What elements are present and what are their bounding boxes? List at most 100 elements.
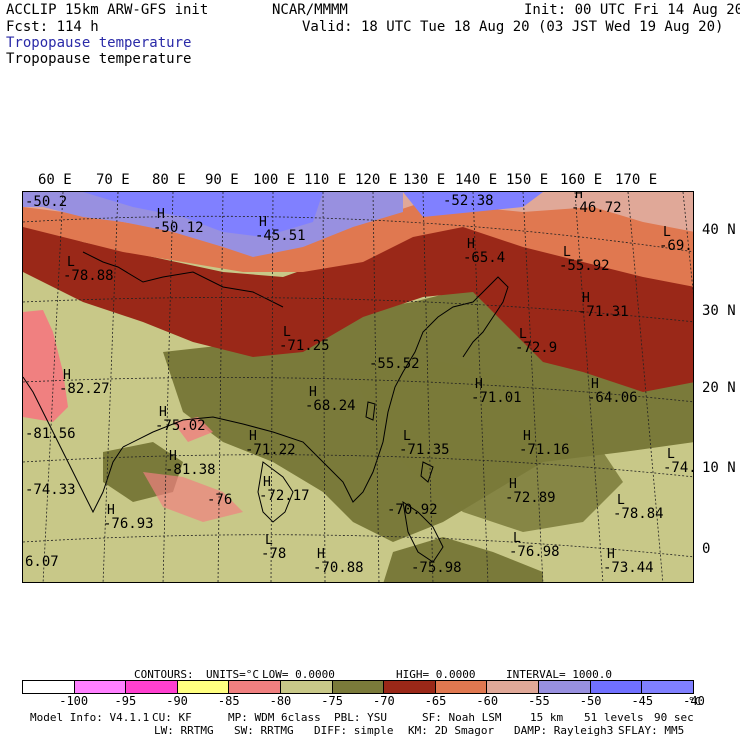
pressure-center-labels: -50.2H-50.12H-45.51H-52.38H-46.72L-69.2L… bbox=[25, 192, 694, 576]
model-mp: MP: WDM 6class bbox=[228, 711, 321, 724]
color-legend-tick-label: -70 bbox=[373, 694, 395, 708]
high-center-marker: H bbox=[509, 477, 517, 492]
center-value-label: -78 bbox=[261, 546, 286, 562]
high-center-marker: H bbox=[447, 192, 455, 195]
field-title-primary: Tropopause temperature bbox=[6, 35, 192, 51]
model-damp: DAMP: Rayleigh3 bbox=[514, 724, 614, 737]
high-center-marker: H bbox=[263, 475, 271, 490]
high-center-marker: H bbox=[467, 237, 475, 252]
center-value-label: -70.92 bbox=[387, 502, 438, 518]
color-legend-swatch bbox=[177, 681, 230, 693]
low-center-marker: L bbox=[519, 327, 527, 342]
color-legend-tick-label: -50 bbox=[579, 694, 602, 708]
graticule bbox=[23, 192, 693, 582]
model-info: Model Info: V4.1.1 bbox=[30, 711, 150, 724]
high-center-marker: H bbox=[475, 377, 483, 392]
lon-label: 150 E bbox=[506, 172, 549, 188]
low-center-marker: L bbox=[617, 493, 625, 508]
lon-label: 170 E bbox=[615, 172, 658, 188]
lon-label: 120 E bbox=[355, 172, 398, 188]
model-resolution: 15 km bbox=[530, 711, 564, 724]
center-value-label: -71.25 bbox=[279, 338, 330, 354]
color-legend-tick-label: -45 bbox=[631, 694, 654, 708]
model-diff: DIFF: simple bbox=[314, 724, 394, 737]
color-legend-unit: °C bbox=[688, 695, 702, 708]
center-value-label: -71.16 bbox=[519, 442, 570, 458]
center-value-label: -72.9 bbox=[515, 340, 557, 356]
contours-label: CONTOURS: bbox=[134, 668, 194, 681]
center-value-label: -74.1 bbox=[663, 460, 694, 476]
low-center-marker: L bbox=[283, 325, 291, 340]
high-center-marker: H bbox=[607, 547, 615, 562]
model-lw: LW: RRTMG bbox=[154, 724, 214, 737]
center-value-label: -45.51 bbox=[255, 228, 306, 244]
center-value-label: -52.38 bbox=[443, 193, 494, 209]
contours-interval: INTERVAL= 1000.0 bbox=[506, 668, 612, 681]
color-legend-swatch bbox=[74, 681, 127, 693]
color-legend-swatch bbox=[281, 681, 333, 693]
lon-label: 70 E bbox=[96, 172, 130, 188]
shade-region-minus40 bbox=[83, 192, 323, 237]
center-value-label: -71.01 bbox=[471, 390, 522, 406]
map-panel[interactable]: -50.2H-50.12H-45.51H-52.38H-46.72L-69.2L… bbox=[22, 191, 694, 583]
coastlines bbox=[23, 251, 509, 563]
color-legend-tick-label: -40 bbox=[683, 694, 705, 708]
model-timestep: 90 sec bbox=[654, 711, 694, 724]
model-sflay: SFLAY: MM5 bbox=[618, 724, 685, 737]
low-center-marker: L bbox=[563, 245, 571, 260]
center-value-label: -76 bbox=[207, 492, 232, 508]
lon-label: 140 E bbox=[455, 172, 498, 188]
low-center-marker: L bbox=[67, 255, 75, 270]
color-legend-tick-label: -55 bbox=[528, 694, 550, 708]
color-legend-tick-label: -85 bbox=[217, 694, 240, 708]
high-center-marker: H bbox=[159, 405, 167, 420]
center-value-label: -70.88 bbox=[313, 560, 364, 576]
init-time: Init: 00 UTC Fri 14 Aug 20 bbox=[524, 2, 740, 18]
lat-label: 10 N bbox=[702, 460, 736, 476]
color-legend-swatch bbox=[590, 681, 643, 693]
center-value-label: -75.98 bbox=[411, 560, 462, 576]
shade-region-minus65 bbox=[23, 217, 693, 392]
color-legend-tick-label: -100 bbox=[59, 694, 89, 708]
center-value-label: -81.38 bbox=[165, 462, 216, 478]
center-value-label: -64.06 bbox=[587, 390, 638, 406]
high-center-marker: H bbox=[309, 385, 317, 400]
center-value-label: -76.93 bbox=[103, 516, 154, 532]
center-value-label: -50.12 bbox=[153, 220, 204, 236]
color-legend-swatch bbox=[384, 681, 436, 693]
center-value-label: -72.89 bbox=[505, 490, 556, 506]
center-value-label: -46.72 bbox=[571, 200, 622, 216]
color-legend-swatch bbox=[229, 681, 282, 693]
model-sf: SF: Noah LSM bbox=[422, 711, 502, 724]
color-legend-swatch bbox=[332, 681, 385, 693]
lon-label: 80 E bbox=[152, 172, 186, 188]
lat-label: 30 N bbox=[702, 303, 736, 319]
center-value-label: -74.33 bbox=[25, 482, 76, 498]
lat-label: 0 bbox=[702, 541, 711, 557]
contours-units: UNITS=°C bbox=[206, 668, 259, 681]
center-value-label: -82.27 bbox=[59, 381, 110, 397]
center-value-label: -72.17 bbox=[259, 488, 310, 504]
contours-low: LOW= 0.0000 bbox=[262, 668, 335, 681]
center-value-label: 6.07 bbox=[25, 554, 59, 570]
high-center-marker: H bbox=[582, 291, 590, 306]
lon-label: 100 E bbox=[253, 172, 296, 188]
shade-region-minus80 bbox=[143, 472, 243, 522]
center-value-label: -55.92 bbox=[559, 258, 610, 274]
shade-region-minus40 bbox=[403, 192, 543, 217]
color-legend-bar bbox=[22, 680, 694, 694]
low-center-marker: L bbox=[663, 225, 671, 240]
color-legend-swatch bbox=[539, 681, 591, 693]
lon-label: 60 E bbox=[38, 172, 72, 188]
color-legend-tick-label: -80 bbox=[269, 694, 292, 708]
model-pbl: PBL: YSU bbox=[334, 711, 387, 724]
field-title-secondary: Tropopause temperature bbox=[6, 51, 192, 67]
center-value-label: -65.4 bbox=[463, 250, 505, 266]
high-center-marker: H bbox=[259, 215, 267, 230]
color-legend-tick-label: -75 bbox=[321, 694, 343, 708]
low-center-marker: L bbox=[403, 429, 411, 444]
color-legend-tick-label: -60 bbox=[476, 694, 499, 708]
contours-high: HIGH= 0.0000 bbox=[396, 668, 476, 681]
model-title: ACCLIP 15km ARW-GFS init bbox=[6, 2, 209, 18]
center-value-label: -50.2 bbox=[25, 194, 67, 210]
